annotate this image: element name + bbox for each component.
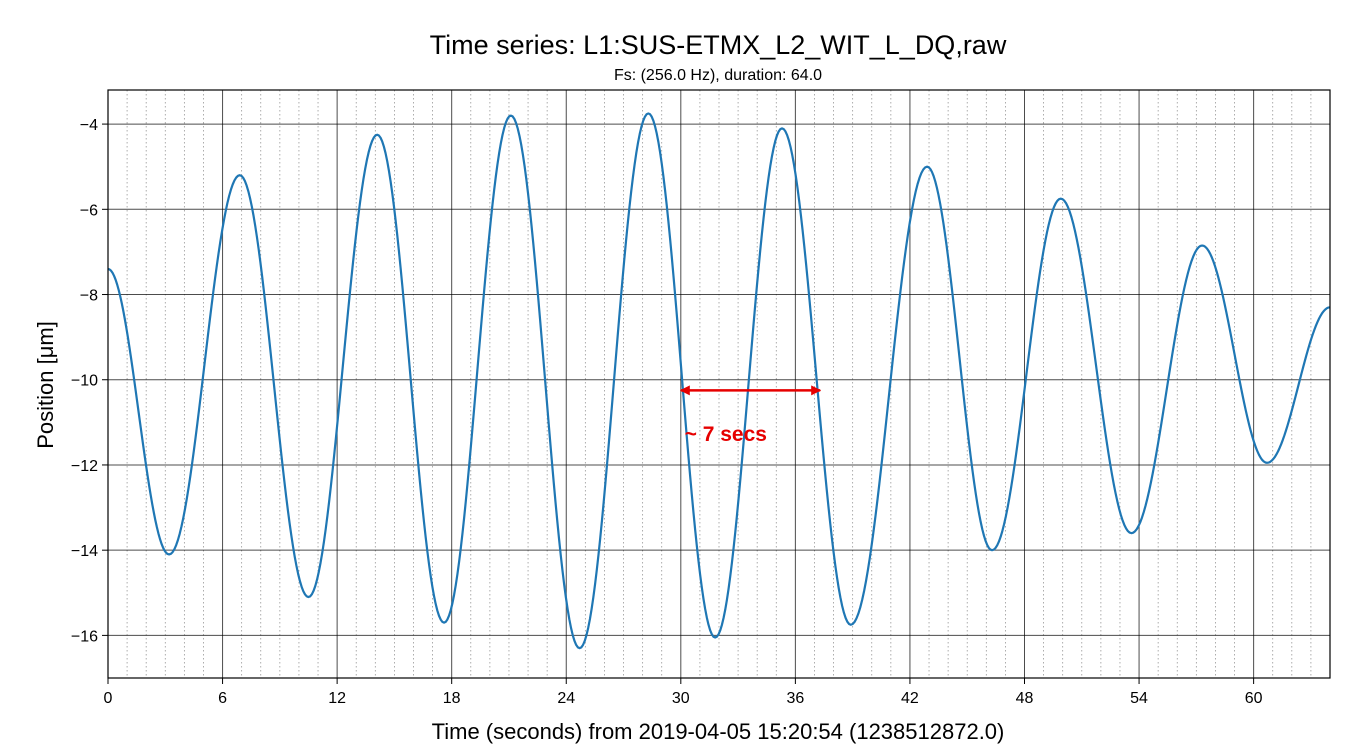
y-tick-label: −14 [71,543,98,560]
chart-subtitle: Fs: (256.0 Hz), duration: 64.0 [614,67,822,84]
x-tick-label: 60 [1245,690,1263,707]
y-tick-label: −12 [71,458,98,475]
x-tick-label: 12 [328,690,346,707]
x-tick-label: 6 [218,690,227,707]
series-layer [108,113,1330,648]
x-axis-label: Time (seconds) from 2019-04-05 15:20:54 … [432,719,1005,744]
y-tick-label: −8 [80,288,98,305]
y-tick-label: −16 [71,628,98,645]
annotation-label: ~ 7 secs [685,423,767,446]
y-tick-label: −6 [80,202,98,219]
y-tick-label: −4 [80,117,98,134]
x-tick-label: 42 [901,690,919,707]
x-tick-label: 36 [786,690,804,707]
x-tick-label: 54 [1130,690,1148,707]
series-line [108,113,1330,648]
x-tick-label: 48 [1016,690,1034,707]
x-tick-label: 30 [672,690,690,707]
x-tick-label: 24 [557,690,575,707]
y-tick-label: −10 [71,373,98,390]
chart-title: Time series: L1:SUS-ETMX_L2_WIT_L_DQ,raw [430,30,1007,60]
y-axis-label: Position [μm] [33,321,58,449]
annotation-layer: ~ 7 secs [681,390,820,446]
x-tick-label: 0 [104,690,113,707]
minor-grid [127,90,1311,678]
x-tick-label: 18 [443,690,461,707]
